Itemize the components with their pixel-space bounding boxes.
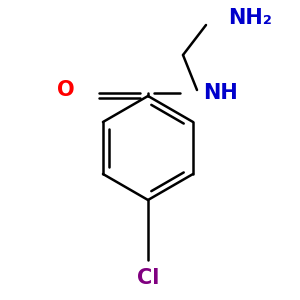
- Text: NH₂: NH₂: [228, 8, 272, 28]
- Text: O: O: [57, 80, 75, 100]
- Text: Cl: Cl: [137, 268, 159, 288]
- Text: NH: NH: [203, 83, 238, 103]
